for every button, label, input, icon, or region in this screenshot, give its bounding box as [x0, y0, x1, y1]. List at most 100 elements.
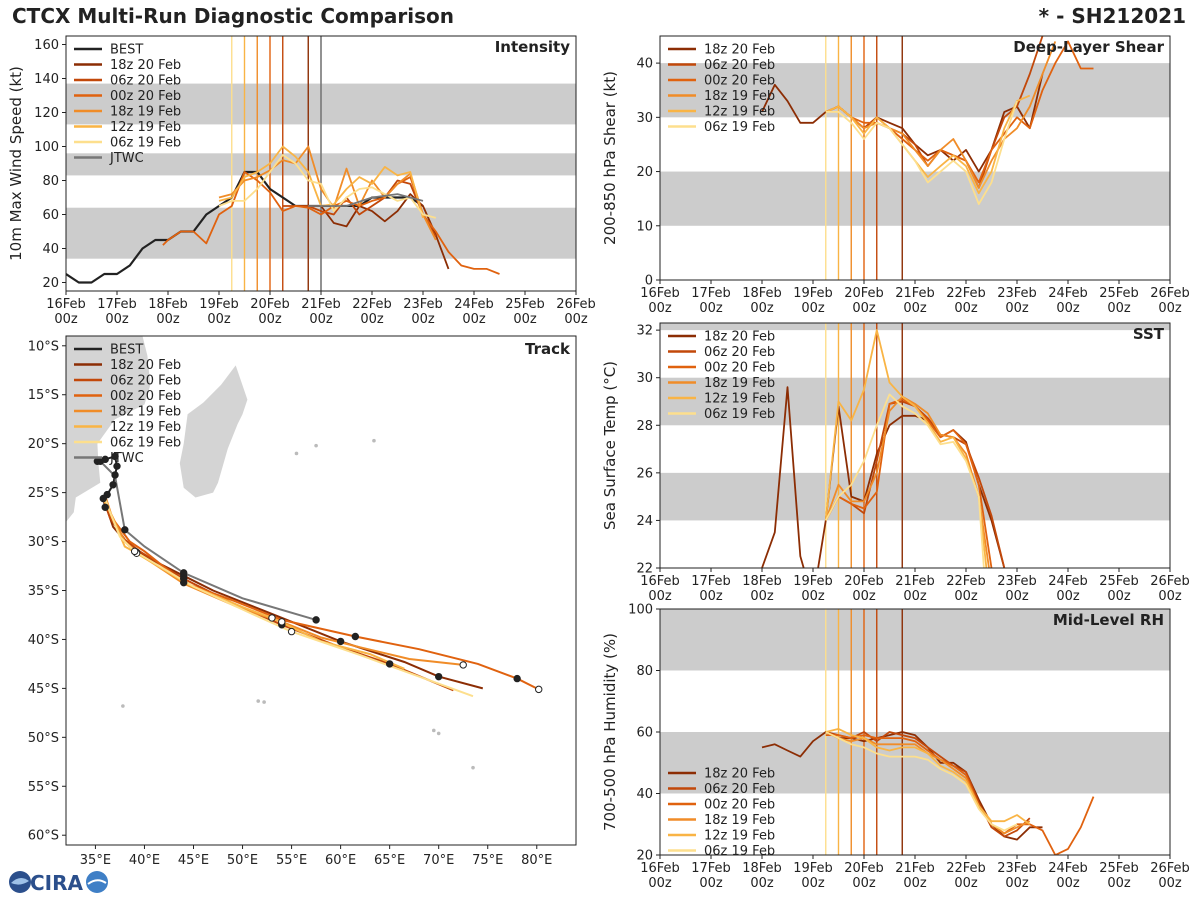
- intensity-series-jtwc: [308, 193, 424, 207]
- sst-xtick-label: 18Feb: [742, 574, 782, 589]
- shear-plot-area: [660, 36, 1170, 280]
- track-marker: [434, 672, 443, 681]
- intensity-ytick-label: 40: [42, 242, 59, 257]
- rh-xtick-sub: 00z: [954, 876, 978, 891]
- track-title: Track: [525, 340, 571, 358]
- panel-track: 35°E 40°E 45°E 50°E 55°E 60°E 65°E 70°E 75°E 80°E…: [28, 335, 577, 868]
- intensity-ytick-label: 140: [34, 72, 59, 87]
- rh-xtick-sub: 00z: [903, 876, 927, 891]
- track-xtick-label: 55°E: [276, 853, 307, 868]
- rh-title: Mid-Level RH: [1053, 611, 1164, 629]
- intensity-xtick-label: 26Feb: [556, 297, 596, 312]
- sst-xtick-sub: 00z: [648, 589, 672, 604]
- track-legend-label: 00z 20 Feb: [110, 389, 181, 404]
- shear-xtick-label: 22Feb: [946, 286, 986, 301]
- sst-legend-label: 06z 20 Feb: [704, 345, 775, 360]
- intensity-xtick-label: 23Feb: [403, 297, 443, 312]
- sst-plot-area: [660, 323, 1170, 568]
- track-xtick-label: 75°E: [472, 853, 503, 868]
- rh-xtick-label: 22Feb: [946, 861, 986, 876]
- shear-series-06z-19-feb: [825, 100, 1018, 206]
- rh-xtick-label: 24Feb: [1048, 861, 1088, 876]
- shear-xtick-sub: 00z: [648, 301, 672, 316]
- track-18z-19-feb: [104, 495, 464, 666]
- intensity-ytick-label: 120: [34, 106, 59, 121]
- sst-threshold-band: [660, 472, 1170, 521]
- rh-ytick-label: 100: [628, 603, 653, 618]
- sst-xtick-sub: 00z: [1056, 589, 1080, 604]
- track-marker: [312, 616, 320, 624]
- shear-threshold-band: [660, 171, 1170, 226]
- sst-ytick-label: 28: [636, 419, 653, 434]
- intensity-legend-label: 06z 19 Feb: [110, 136, 181, 151]
- track-marker: [99, 494, 107, 503]
- intensity-legend-label: 18z 19 Feb: [110, 105, 181, 120]
- intensity-xtick-sub: 00z: [156, 312, 180, 327]
- rh-xtick-label: 23Feb: [997, 861, 1037, 876]
- shear-xtick-label: 21Feb: [895, 286, 935, 301]
- track-marker: [130, 547, 139, 556]
- sst-xtick-label: 17Feb: [691, 574, 731, 589]
- shear-xtick-sub: 00z: [750, 301, 774, 316]
- intensity-series-06z-19-feb: [218, 154, 437, 219]
- rh-xtick-label: 26Feb: [1150, 861, 1190, 876]
- rh-xtick-label: 21Feb: [895, 861, 935, 876]
- track-marker: [268, 614, 276, 622]
- panel-intensity: 2040608010012014016016Feb00z17Feb00z18Fe…: [7, 35, 596, 327]
- intensity-xtick-sub: 00z: [105, 312, 129, 327]
- rh-xtick-label: 17Feb: [691, 861, 731, 876]
- intensity-legend-label: JTWC: [109, 151, 144, 166]
- sst-threshold-band: [660, 323, 1170, 331]
- island-dot: [436, 731, 441, 736]
- cira-mark-wave-icon: [87, 879, 107, 885]
- shear-series-00z-20-feb: [825, 40, 1094, 184]
- sst-xtick-label: 25Feb: [1099, 574, 1139, 589]
- track-legend-label: 06z 19 Feb: [110, 436, 181, 451]
- track-ytick-label: 45°S: [28, 682, 59, 697]
- rh-ytick-label: 60: [636, 726, 653, 741]
- intensity-xtick-sub: 00z: [309, 312, 333, 327]
- sst-legend-label: 18z 19 Feb: [704, 376, 775, 391]
- shear-xtick-sub: 00z: [801, 301, 825, 316]
- sst-xtick-sub: 00z: [1158, 589, 1182, 604]
- rh-threshold-band: [660, 609, 1170, 671]
- rh-legend-label: 06z 19 Feb: [704, 844, 775, 859]
- shear-legend-label: 00z 20 Feb: [704, 74, 775, 89]
- sst-threshold-band: [660, 377, 1170, 426]
- shear-xtick-label: 18Feb: [742, 286, 782, 301]
- sst-ylabel: Sea Surface Temp (°C): [601, 361, 619, 530]
- intensity-xtick-label: 21Feb: [301, 297, 341, 312]
- intensity-xtick-sub: 00z: [411, 312, 435, 327]
- track-12z-19-feb: [103, 499, 405, 670]
- shear-xtick-sub: 00z: [1158, 301, 1182, 316]
- sst-xtick-sub: 00z: [903, 589, 927, 604]
- sst-legend-label: 12z 19 Feb: [704, 392, 775, 407]
- land-africa: [66, 336, 151, 522]
- track-legend-label: 06z 20 Feb: [110, 374, 181, 389]
- shear-legend-label: 12z 19 Feb: [704, 105, 775, 120]
- intensity-xtick-label: 18Feb: [148, 297, 188, 312]
- shear-threshold-band: [660, 63, 1170, 118]
- sst-legend-label: 06z 19 Feb: [704, 407, 775, 422]
- rh-xtick-label: 25Feb: [1099, 861, 1139, 876]
- sst-series-06z-19-feb: [825, 393, 985, 568]
- rh-xtick-label: 18Feb: [742, 861, 782, 876]
- shear-series-18z-19-feb: [825, 41, 1057, 189]
- shear-xtick-sub: 00z: [1107, 301, 1131, 316]
- track-marker: [109, 481, 117, 489]
- figure-title: CTCX Multi-Run Diagnostic Comparison: [12, 4, 454, 28]
- track-xtick-label: 60°E: [325, 853, 356, 868]
- intensity-legend-label: 18z 20 Feb: [110, 58, 181, 73]
- rh-xtick-sub: 00z: [1107, 876, 1131, 891]
- track-ytick-label: 25°S: [28, 486, 59, 501]
- intensity-ylabel: 10m Max Wind Speed (kt): [7, 66, 25, 261]
- track-marker: [459, 661, 467, 669]
- shear-legend-label: 06z 19 Feb: [704, 120, 775, 135]
- track-marker: [96, 457, 105, 465]
- land-madagascar: [179, 365, 248, 498]
- rh-legend-label: 00z 20 Feb: [704, 798, 775, 813]
- rh-xtick-sub: 00z: [1005, 876, 1029, 891]
- intensity-legend-label: BEST: [110, 43, 143, 58]
- intensity-ytick-label: 20: [42, 276, 59, 291]
- intensity-xtick-label: 25Feb: [505, 297, 545, 312]
